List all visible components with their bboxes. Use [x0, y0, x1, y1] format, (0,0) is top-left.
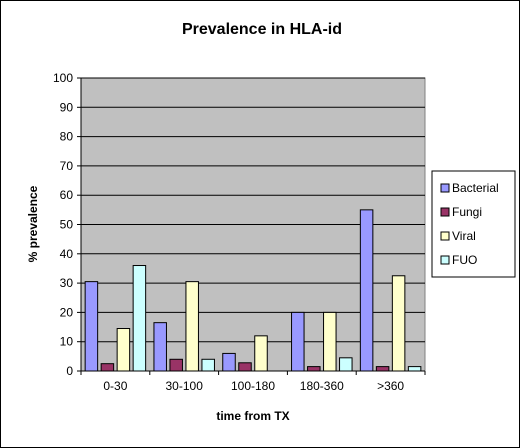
- legend-label-viral: Viral: [452, 229, 476, 243]
- y-tick-label: 70: [60, 159, 74, 173]
- bar-viral-2: [254, 335, 268, 372]
- y-axis-title: % prevalence: [26, 185, 40, 262]
- x-ticks: 0-30 30-100 100-180 180-360 >360: [80, 371, 426, 393]
- bar-fuo-1: [201, 358, 215, 372]
- bar-fungi-1: [169, 358, 183, 372]
- bar-bacterial-3: [291, 311, 305, 372]
- x-tick-label: >360: [377, 379, 404, 393]
- bar-fuo-3: [339, 357, 353, 372]
- legend-label-fuo: FUO: [452, 253, 477, 267]
- bar-bacterial-1: [153, 322, 167, 372]
- bar-fungi-4: [375, 366, 390, 372]
- x-tick-label: 0-30: [103, 379, 127, 393]
- y-ticks: 0 10 20 30 40 50 60 70 80 90 100: [53, 71, 81, 378]
- bar-fuo-4: [407, 366, 422, 372]
- legend-swatch-fuo: [440, 255, 450, 265]
- y-tick-label: 60: [60, 188, 74, 202]
- legend-swatch-bacterial: [440, 183, 450, 193]
- x-tick-label: 100-180: [231, 379, 275, 393]
- bar-bacterial-2: [222, 352, 236, 372]
- legend-label-fungi: Fungi: [452, 205, 482, 219]
- bar-fungi-3: [307, 366, 321, 372]
- legend-swatch-fungi: [440, 207, 450, 217]
- y-tick-label: 100: [53, 71, 73, 85]
- y-tick-label: 50: [60, 218, 74, 232]
- x-tick-label: 30-100: [166, 379, 204, 393]
- chart-title: Prevalence in HLA-id: [182, 21, 342, 38]
- y-tick-label: 10: [60, 335, 74, 349]
- x-tick-label: 180-360: [300, 379, 344, 393]
- bar-fungi-2: [238, 362, 252, 372]
- bar-fungi-0: [100, 363, 115, 372]
- bar-viral-3: [323, 311, 337, 372]
- y-tick-label: 40: [60, 247, 74, 261]
- legend-label-bacterial: Bacterial: [452, 181, 499, 195]
- legend: Bacterial Fungi Viral FUO: [431, 170, 516, 278]
- y-tick-label: 90: [60, 100, 74, 114]
- x-axis-title: time from TX: [216, 409, 289, 423]
- bar-fuo-0: [132, 265, 147, 372]
- bar-viral-1: [185, 281, 199, 372]
- plot-area: 0 10 20 30 40 50 60 70 80 90 100 0-30 30-100 100-180…: [53, 71, 426, 393]
- y-tick-label: 80: [60, 130, 74, 144]
- bar-viral-0: [116, 328, 131, 372]
- bar-bacterial-0: [84, 281, 99, 372]
- legend-swatch-viral: [440, 231, 450, 241]
- bar-bacterial-4: [359, 209, 374, 372]
- bar-viral-4: [391, 275, 406, 372]
- y-tick-label: 30: [60, 276, 74, 290]
- y-tick-label: 20: [60, 305, 74, 319]
- y-tick-label: 0: [66, 364, 73, 378]
